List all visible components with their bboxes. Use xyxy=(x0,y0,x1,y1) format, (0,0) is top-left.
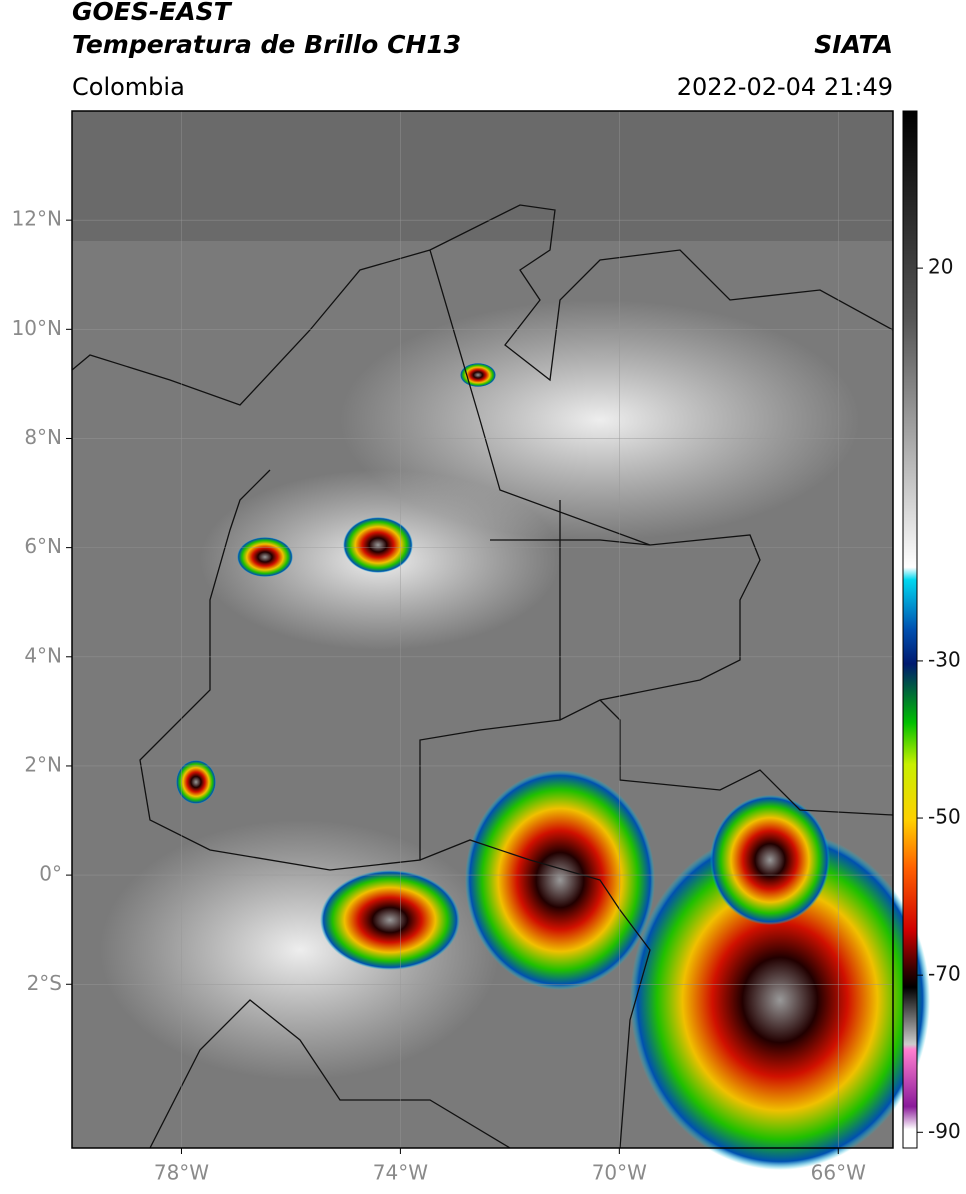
map-frame xyxy=(71,110,894,1149)
cloud xyxy=(340,300,860,540)
y-tick-label: 2°S xyxy=(27,971,62,995)
storm xyxy=(710,795,830,925)
storm xyxy=(320,870,460,970)
colorbar-tick-label: -30 xyxy=(928,647,961,671)
y-tick-label: 12°N xyxy=(12,207,62,231)
y-tick-label: 4°N xyxy=(24,643,62,667)
subtitle: Temperatura de Brillo CH13 xyxy=(72,30,461,59)
x-tick-label: 78°W xyxy=(154,1161,209,1185)
datetime: 2022-02-04 21:49 xyxy=(677,73,893,101)
y-tick-label: 8°N xyxy=(24,425,62,449)
colorbar-tick-label: -90 xyxy=(928,1119,961,1143)
colorbar-tick-label: 20 xyxy=(928,255,953,279)
borders xyxy=(71,204,894,1149)
colorbar xyxy=(902,110,918,1149)
agency: SIATA xyxy=(814,30,893,59)
storm xyxy=(343,517,413,573)
x-tick-label: 66°W xyxy=(811,1161,866,1185)
x-tick-label: 70°W xyxy=(592,1161,647,1185)
colorbar-tick-label: -70 xyxy=(928,962,961,986)
map xyxy=(71,111,930,1170)
storm xyxy=(630,830,930,1170)
storm xyxy=(237,537,293,577)
y-tick-label: 2°N xyxy=(24,752,62,776)
x-tick-label: 74°W xyxy=(373,1161,428,1185)
y-tick-label: 10°N xyxy=(12,316,62,340)
title: GOES-EAST xyxy=(72,0,233,26)
sea-region xyxy=(72,111,893,241)
colorbar-tick-label: -50 xyxy=(928,805,961,829)
y-tick-label: 0° xyxy=(39,862,62,886)
storm xyxy=(465,770,655,990)
storm xyxy=(460,363,496,387)
y-tick-label: 6°N xyxy=(24,534,62,558)
storm xyxy=(176,760,216,804)
region: Colombia xyxy=(72,73,185,101)
